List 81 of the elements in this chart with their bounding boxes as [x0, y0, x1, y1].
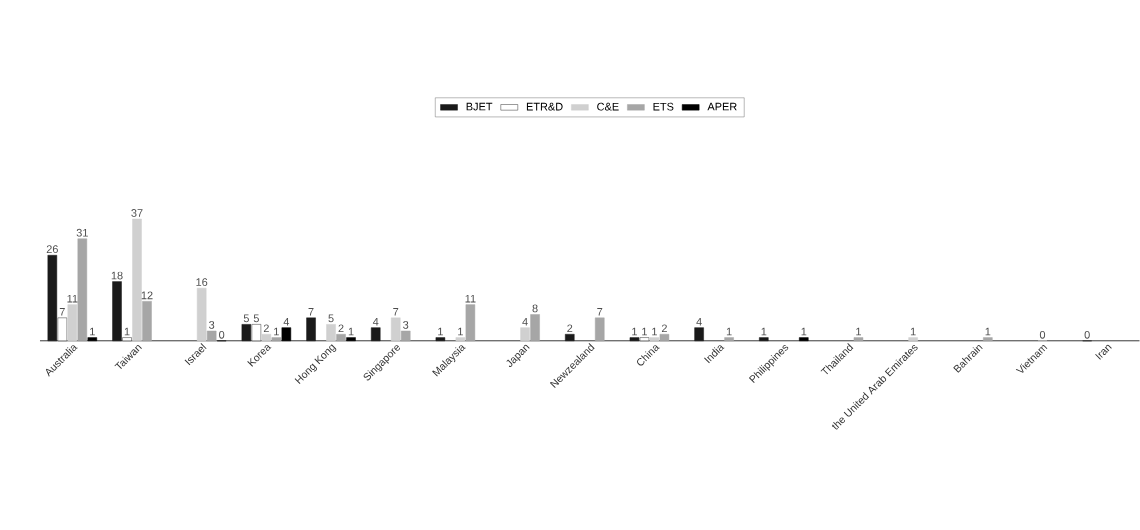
data-label: 2: [263, 324, 269, 333]
bar: [251, 324, 262, 342]
data-label: 2: [338, 324, 344, 333]
data-label: 1: [458, 327, 463, 336]
data-label: 1: [856, 327, 861, 336]
data-label: 1: [274, 327, 279, 336]
bar: [530, 314, 540, 342]
bar: [261, 334, 272, 342]
legend-label: APER: [707, 102, 737, 111]
data-label: 0: [219, 331, 225, 339]
bar: [908, 337, 918, 342]
bar: [336, 334, 346, 342]
data-label: 11: [465, 295, 476, 303]
data-label: 3: [209, 321, 215, 329]
data-label: 1: [90, 327, 95, 336]
data-label: 37: [131, 209, 143, 217]
bar: [271, 337, 282, 342]
data-label: 1: [438, 327, 443, 336]
data-label: 1: [761, 327, 767, 336]
data-label: 4: [696, 318, 702, 326]
bar: [799, 337, 809, 342]
data-label: 12: [141, 291, 153, 300]
data-label: 7: [597, 308, 603, 316]
bar: [390, 317, 401, 342]
data-label: 1: [985, 327, 991, 336]
bar: [649, 337, 660, 342]
bar: [57, 317, 68, 342]
data-label: 7: [59, 308, 65, 316]
data-label: 8: [532, 304, 538, 313]
bar: [122, 337, 132, 342]
bar: [132, 218, 142, 342]
bar: [853, 337, 864, 342]
bar: [465, 304, 476, 342]
bar: [983, 337, 993, 342]
data-label: 16: [196, 278, 208, 287]
bar: [400, 330, 411, 342]
data-label: 31: [76, 228, 88, 237]
data-label: 1: [726, 327, 732, 336]
data-label: 1: [910, 327, 916, 336]
bar: [196, 288, 207, 342]
legend-label: BJET: [466, 102, 493, 111]
data-label: 1: [348, 327, 354, 336]
data-label: 1: [632, 327, 637, 336]
bar: [326, 324, 336, 342]
bar: [639, 337, 650, 342]
bar: [87, 337, 98, 342]
data-label: 18: [111, 271, 123, 280]
bar: [142, 301, 152, 342]
bar: [455, 337, 466, 342]
data-label: 5: [243, 314, 249, 323]
data-label: 4: [283, 318, 290, 326]
data-label: 26: [46, 245, 58, 254]
legend-label: C&E: [597, 102, 619, 111]
data-label: 2: [661, 324, 667, 333]
data-label: 0: [1084, 331, 1090, 339]
bar: [724, 337, 734, 342]
x-tick-label: Iran: [1095, 344, 1112, 360]
data-label: 3: [403, 321, 409, 329]
data-label: 0: [1039, 331, 1046, 339]
data-label: 1: [801, 327, 807, 336]
data-label: 1: [124, 327, 130, 336]
bar: [206, 330, 217, 342]
data-label: 5: [328, 314, 334, 323]
data-label: 1: [652, 327, 657, 336]
data-label: 7: [308, 308, 314, 316]
bar: [67, 304, 78, 342]
bar: [346, 337, 356, 342]
data-label: 4: [372, 318, 379, 326]
bar: [595, 317, 605, 342]
data-label: 11: [67, 295, 78, 303]
bar: [77, 238, 88, 342]
bar: [520, 327, 530, 342]
bar: [659, 334, 670, 342]
data-label: 4: [522, 318, 528, 326]
bar: [281, 327, 292, 342]
data-label: 5: [253, 314, 259, 323]
legend-label: ETS: [653, 102, 674, 111]
data-label: 7: [393, 308, 399, 316]
legend-label: ETR&D: [526, 102, 563, 111]
data-label: 1: [642, 327, 647, 336]
data-label: 2: [567, 324, 573, 333]
